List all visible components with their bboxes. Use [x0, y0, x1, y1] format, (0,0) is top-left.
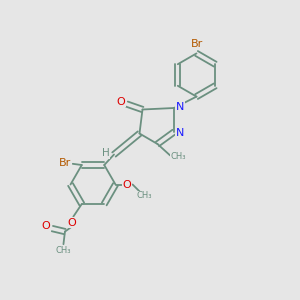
- Text: Br: Br: [190, 39, 202, 50]
- Text: O: O: [41, 221, 50, 231]
- Text: N: N: [176, 128, 184, 139]
- Text: CH₃: CH₃: [56, 246, 71, 255]
- Text: N: N: [176, 101, 184, 112]
- Text: O: O: [68, 218, 76, 228]
- Text: Br: Br: [59, 158, 71, 168]
- Text: CH₃: CH₃: [171, 152, 186, 161]
- Text: O: O: [116, 97, 125, 107]
- Text: O: O: [122, 179, 131, 190]
- Text: CH₃: CH₃: [136, 191, 152, 200]
- Text: H: H: [102, 148, 110, 158]
